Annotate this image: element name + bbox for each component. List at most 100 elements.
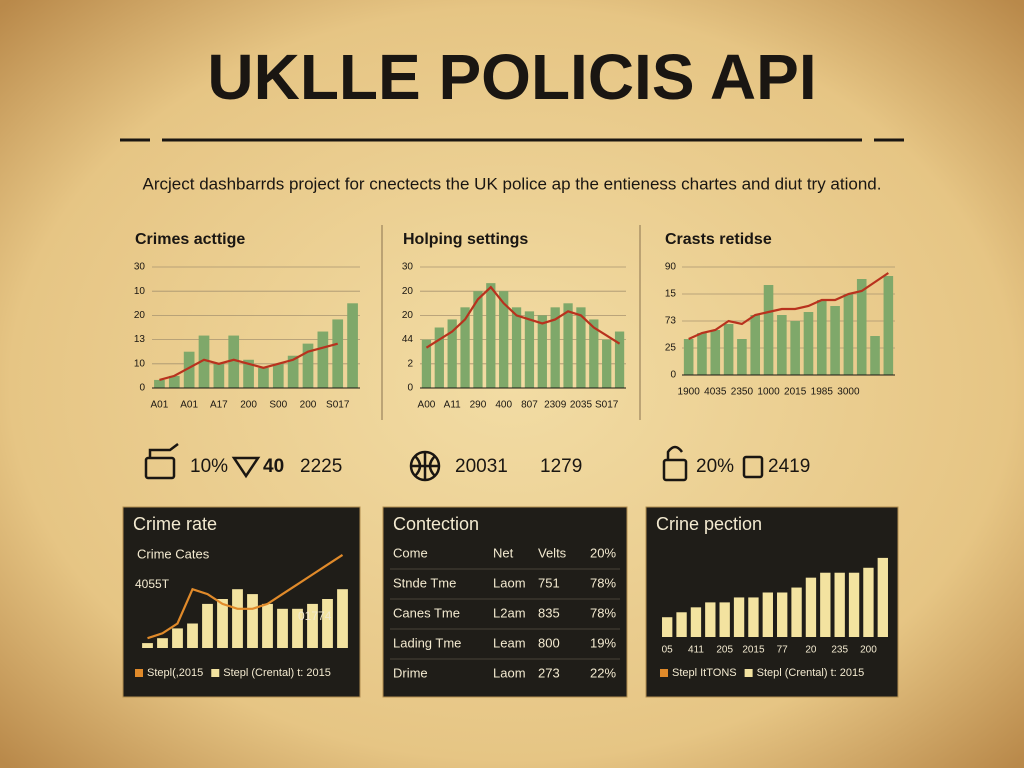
bar xyxy=(183,351,195,388)
x-tick-label: 4035 xyxy=(704,387,727,398)
legend-label: Stepl (Crental) t: 2015 xyxy=(223,667,331,679)
table-cell: Drime xyxy=(393,665,428,680)
stat-value: 2419 xyxy=(768,456,810,477)
bar xyxy=(511,307,522,388)
x-tick-label: S017 xyxy=(595,400,619,411)
legend-swatch xyxy=(211,669,220,677)
bar xyxy=(292,608,303,648)
chart-title: Crasts retidse xyxy=(665,231,772,248)
stat-value: 20% xyxy=(696,456,734,477)
bar xyxy=(434,327,444,388)
bar xyxy=(803,312,814,375)
table-cell: Laom xyxy=(493,575,526,590)
x-tick-label: 807 xyxy=(521,400,538,411)
bar xyxy=(157,638,168,648)
bar xyxy=(232,589,243,648)
bar xyxy=(719,602,730,637)
line xyxy=(147,553,344,640)
table-header: Net xyxy=(493,545,514,560)
x-tick-label: 200 xyxy=(240,400,257,411)
bar xyxy=(589,319,599,388)
bar xyxy=(499,291,509,388)
bar xyxy=(317,331,329,388)
bar xyxy=(777,315,787,375)
x-tick-label: 2309 xyxy=(544,400,567,411)
chart-title: Crimes acttige xyxy=(135,231,245,248)
bar xyxy=(473,291,483,388)
bar xyxy=(791,587,802,637)
bar xyxy=(262,603,273,648)
x-tick-label: 1000 xyxy=(757,387,780,398)
bar xyxy=(272,363,284,388)
x-tick-label: 2015 xyxy=(742,645,765,656)
x-tick-label: A01 xyxy=(151,400,169,411)
bar xyxy=(337,589,348,648)
x-tick-label: 1900 xyxy=(678,387,701,398)
bar xyxy=(602,339,612,388)
bar xyxy=(576,307,586,388)
bar xyxy=(550,307,560,388)
x-tick-label: 205 xyxy=(716,645,733,656)
y-tick-label: 0 xyxy=(139,383,145,394)
bar xyxy=(662,617,673,637)
bar xyxy=(750,315,761,375)
y-tick-label: 2 xyxy=(407,358,413,369)
bar xyxy=(347,303,358,388)
y-tick-label: 15 xyxy=(665,289,677,300)
bar xyxy=(820,572,831,637)
chart-subtitle: Crime Cates xyxy=(137,546,210,561)
panel xyxy=(382,506,628,698)
stat-value: 20031 xyxy=(455,456,508,477)
bar xyxy=(486,283,496,388)
bar xyxy=(676,612,687,637)
stat-value: 1279 xyxy=(540,456,582,477)
legend-label: Stepl(,2015 xyxy=(147,667,203,679)
y-tick-label: 20 xyxy=(402,310,414,321)
subtitle: Arcject dashbarrds project for cnectects… xyxy=(143,174,882,193)
x-tick-label: 400 xyxy=(495,400,512,411)
bar xyxy=(737,339,747,375)
bar xyxy=(154,379,165,388)
bar xyxy=(816,300,827,375)
bar xyxy=(277,608,288,648)
bar xyxy=(421,339,432,388)
table-cell: 751 xyxy=(538,575,560,590)
table-header: 20% xyxy=(590,545,616,560)
bar xyxy=(834,572,845,637)
table-cell: Lading Tme xyxy=(393,635,461,650)
bar xyxy=(258,367,269,388)
bar xyxy=(883,276,894,375)
table-cell: 835 xyxy=(538,605,560,620)
bar xyxy=(307,603,318,648)
table-cell: 19% xyxy=(590,635,616,650)
table-title: Contection xyxy=(393,514,479,534)
y-tick-label: 90 xyxy=(665,262,677,273)
bar xyxy=(710,330,721,375)
line xyxy=(688,272,889,341)
x-tick-label: 77 xyxy=(777,645,789,656)
x-tick-label: 1985 xyxy=(811,387,834,398)
chart-title: Crine pection xyxy=(656,514,762,534)
bar xyxy=(322,599,333,648)
x-tick-label: A17 xyxy=(210,400,228,411)
table-cell: 22% xyxy=(590,665,616,680)
x-tick-label: 235 xyxy=(831,645,848,656)
bar xyxy=(213,363,225,388)
table-cell: 78% xyxy=(590,575,616,590)
x-tick-label: A01 xyxy=(180,400,198,411)
bar xyxy=(302,343,314,388)
bar xyxy=(228,335,240,388)
x-tick-label: 2350 xyxy=(731,387,754,398)
bar xyxy=(805,577,817,637)
legend-swatch xyxy=(660,669,668,677)
table-cell: Stnde Tme xyxy=(393,575,456,590)
legend-label: Stepl (Crental) t: 2015 xyxy=(757,667,865,679)
x-tick-label: 290 xyxy=(470,400,487,411)
bar xyxy=(217,599,228,648)
bar xyxy=(748,597,759,637)
bar xyxy=(683,339,694,375)
bar xyxy=(247,594,258,648)
y-tick-label: 25 xyxy=(665,343,677,354)
chart-title: Crime rate xyxy=(133,514,217,534)
